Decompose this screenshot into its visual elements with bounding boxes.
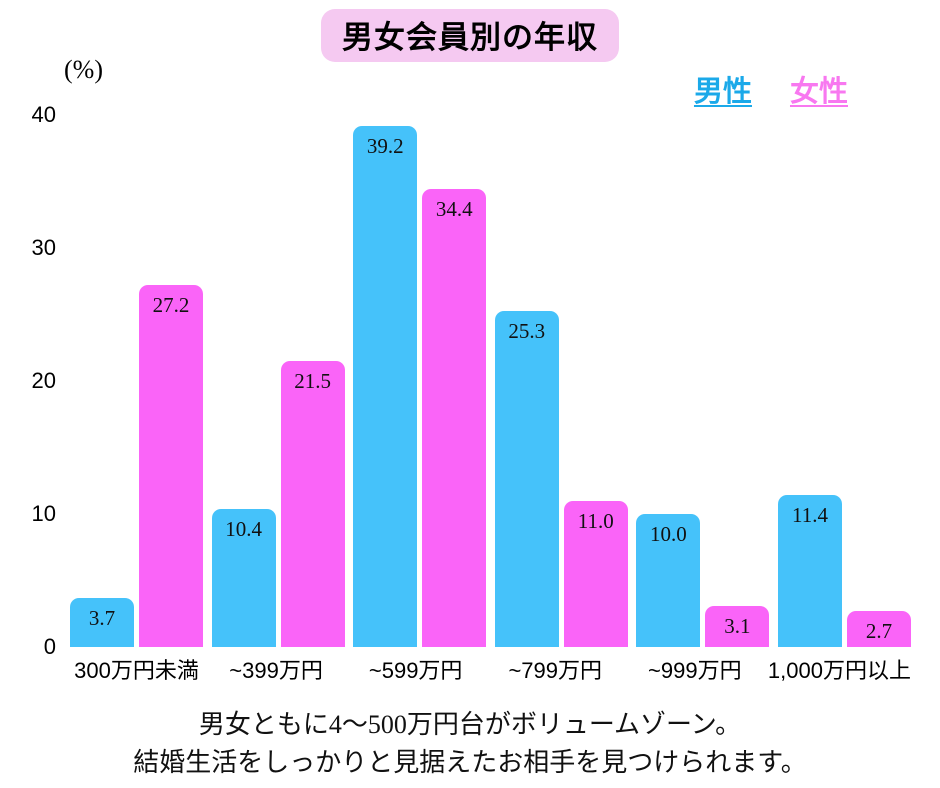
x-axis-labels: 300万円未満 ~399万円 ~599万円 ~799万円 ~999万円 1,000万円以上 [70, 653, 911, 685]
bar-group: 39.2 34.4 [353, 115, 487, 647]
bar-value-label: 3.7 [88, 606, 116, 630]
bar-value-label: 10.0 [650, 522, 687, 546]
bar-male: 3.7 [70, 598, 134, 647]
legend-item-male[interactable]: 男性 [693, 76, 752, 108]
bar-value-label: 34.4 [435, 197, 473, 221]
bar-value-label: 27.2 [152, 293, 190, 317]
bar-value-label: 3.1 [724, 614, 751, 638]
x-axis-label: 1,000万円以上 [767, 658, 911, 683]
y-tick-label: 10 [31, 501, 56, 526]
y-axis-ticks: 0 10 20 30 40 [0, 102, 56, 659]
y-axis-unit-label: (%) [64, 55, 103, 84]
bar-group: 11.4 2.7 [777, 115, 911, 647]
bar-value-label: 11.0 [577, 509, 614, 533]
bar-male: 39.2 [353, 126, 418, 647]
caption: 男女ともに4〜500万円台がボリュームゾーン。 結婚生活をしっかりと見据えたお相… [0, 706, 940, 782]
bar-female: 2.7 [846, 611, 911, 647]
bar-group: 10.4 21.5 [211, 115, 345, 647]
bar-group: 10.0 3.1 [636, 115, 770, 647]
bar-female: 34.4 [422, 189, 487, 647]
x-axis-label: ~599万円 [368, 658, 463, 683]
bar-value-label: 21.5 [294, 369, 331, 393]
bar-female: 11.0 [563, 501, 628, 647]
caption-line-2: 結婚生活をしっかりと見据えたお相手を見つけられます。 [133, 748, 807, 777]
y-tick-label: 40 [31, 102, 56, 127]
bar-value-label: 2.7 [865, 619, 893, 643]
x-axis-label: ~999万円 [648, 658, 742, 683]
plot-area: 3.7 27.2 10.4 21.5 39.2 34.4 25.3 11.0 10.0 3.1 11… [70, 115, 911, 647]
bar-value-label: 10.4 [225, 517, 262, 541]
x-axis-label: ~399万円 [229, 658, 323, 683]
x-axis-label: ~799万円 [508, 658, 603, 683]
legend-item-female[interactable]: 女性 [789, 76, 848, 108]
x-axis-label: 300万円未満 [74, 658, 199, 683]
bar-male: 10.0 [636, 514, 701, 647]
bar-male: 10.4 [211, 509, 276, 647]
y-tick-label: 0 [43, 634, 56, 659]
bar-male: 11.4 [777, 495, 842, 647]
bar-female: 27.2 [139, 285, 203, 647]
bar-value-label: 11.4 [791, 503, 828, 527]
bar-value-label: 39.2 [366, 134, 404, 158]
bar-group: 25.3 11.0 [494, 115, 628, 647]
bar-value-label: 25.3 [508, 319, 546, 343]
bar-male: 25.3 [494, 311, 559, 647]
y-tick-label: 20 [31, 368, 56, 393]
page-title: 男女会員別の年収 [321, 9, 619, 62]
bar-female: 21.5 [280, 361, 345, 647]
bar-group: 3.7 27.2 [70, 115, 203, 647]
legend: 男性 女性 [694, 68, 848, 110]
caption-line-1: 男女ともに4〜500万円台がボリュームゾーン。 [198, 710, 742, 739]
bar-female: 3.1 [705, 606, 770, 647]
y-tick-label: 30 [31, 235, 56, 260]
